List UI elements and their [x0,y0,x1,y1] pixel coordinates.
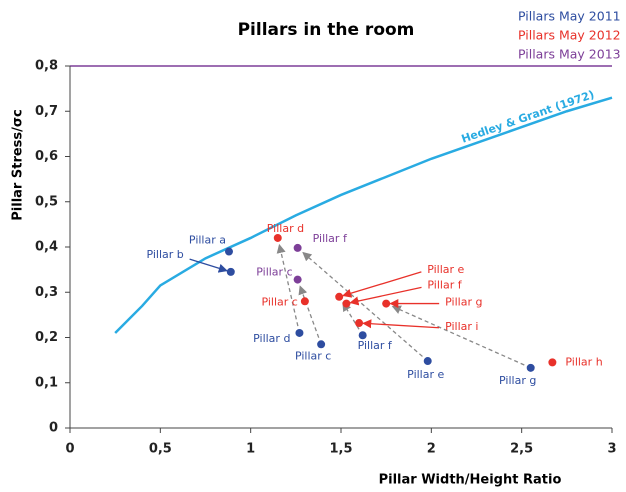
point [526,363,535,372]
legend-entry: Pillars May 2011 [518,9,621,24]
point [273,233,282,242]
point-label: Pillar i [445,320,478,333]
label-arrow [349,286,422,306]
point-label: Pillar e [427,263,464,276]
x-tick-label: 1,5 [329,442,352,457]
legend-entry: Pillars May 2012 [518,28,621,43]
point [548,358,557,367]
legend-entry: Pillars May 2013 [518,47,621,62]
y-tick-label: 0,5 [35,194,58,209]
point [358,331,367,340]
point-label: Pillar c [261,295,297,308]
y-tick-label: 0,2 [35,330,58,345]
point [293,275,302,284]
y-tick-label: 0,8 [35,59,58,74]
x-tick-label: 0,5 [149,442,172,457]
move-arrow [298,285,320,338]
y-tick-label: 0,3 [35,285,58,300]
move-arrow [276,243,299,327]
point-label: Pillar d [253,332,290,345]
y-tick-label: 0,6 [35,149,58,164]
point-label: Pillar b [146,248,183,261]
point [293,243,302,252]
x-tick-label: 1 [246,442,255,457]
point [224,247,233,256]
x-tick-label: 2 [427,442,436,457]
point [342,299,351,308]
point [300,297,309,306]
x-axis-label: Pillar Width/Height Ratio [379,473,562,488]
move-arrow [302,251,423,357]
move-arrow [391,305,525,366]
point [317,340,326,349]
point-label: Pillar g [445,296,482,309]
point [355,319,364,328]
point [335,292,344,301]
curve [114,96,613,334]
point [295,328,304,337]
label-arrow [189,258,228,273]
y-tick-label: 0 [49,421,58,436]
x-tick-label: 0 [65,442,74,457]
point-label: Pillar f [358,339,393,352]
point-label: Pillar c [256,266,292,279]
y-tick-label: 0,1 [35,375,58,390]
label-arrow [362,319,440,329]
point-label: Pillar d [267,222,304,235]
point-label: Pillar a [189,234,226,247]
point [226,267,235,276]
x-tick-label: 3 [607,442,616,457]
point [423,357,432,366]
point-label: Pillar e [407,368,444,381]
point-label: Pillar f [427,279,462,292]
x-tick-label: 2,5 [510,442,533,457]
y-axis-label: Pillar Stress/σc [11,109,26,220]
point [382,299,391,308]
y-tick-label: 0,4 [35,240,58,255]
curve-label: Hedley & Grant (1972) [460,88,596,146]
point-label: Pillar c [295,349,331,362]
move-arrow [342,301,360,330]
label-arrow [342,271,422,298]
y-tick-label: 0,7 [35,104,58,119]
point-label: Pillar h [565,355,602,368]
point-label: Pillar f [313,232,348,245]
chart-title: Pillars in the room [238,20,415,40]
point-label: Pillar g [499,374,536,387]
